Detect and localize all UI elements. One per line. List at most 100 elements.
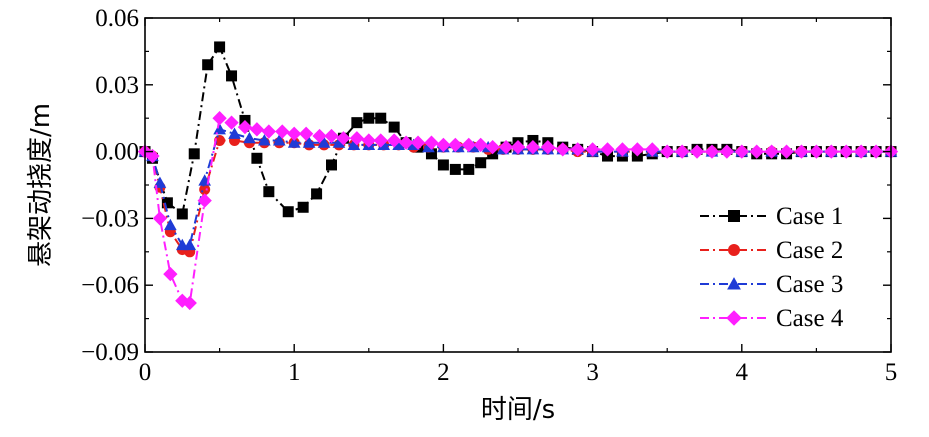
- data-point: [398, 135, 414, 150]
- data-point: [298, 126, 314, 141]
- data-point: [311, 188, 323, 200]
- data-point: [475, 157, 487, 169]
- data-point: [213, 123, 226, 135]
- data-point: [392, 138, 405, 150]
- data-point: [153, 176, 167, 188]
- data-point: [226, 70, 238, 82]
- data-point: [749, 144, 764, 159]
- data-point: [332, 136, 346, 148]
- data-point: [424, 135, 439, 150]
- data-point: [839, 144, 854, 159]
- data-point: [197, 193, 212, 208]
- data-point: [630, 142, 645, 157]
- data-point: [249, 122, 265, 137]
- data-point: [152, 211, 168, 226]
- data-point: [351, 117, 363, 129]
- data-point: [251, 152, 263, 164]
- series-4: [137, 111, 899, 311]
- data-point: [498, 139, 514, 155]
- x-tick-label: 5: [885, 359, 898, 386]
- data-point: [317, 136, 331, 148]
- legend-entry: Case 4: [700, 305, 844, 332]
- data-point: [425, 148, 437, 160]
- data-point: [585, 142, 600, 157]
- data-point: [228, 127, 241, 139]
- x-axis-label: 时间/s: [481, 395, 555, 425]
- data-point: [237, 119, 253, 135]
- data-point: [704, 144, 720, 159]
- data-point: [224, 115, 239, 130]
- data-point: [349, 131, 365, 146]
- legend-label: Case 3: [776, 271, 843, 298]
- data-point: [161, 197, 173, 209]
- marks-layer: [137, 41, 899, 311]
- data-point: [212, 111, 227, 126]
- data-point: [373, 133, 388, 148]
- data-point: [540, 139, 555, 155]
- y-tick-label: −0.09: [81, 339, 139, 366]
- data-point: [145, 148, 160, 164]
- x-tick-label: 4: [736, 359, 749, 386]
- data-point: [214, 134, 226, 146]
- data-point: [336, 131, 351, 146]
- x-tick-label: 0: [139, 359, 152, 386]
- legend-marker: [728, 244, 740, 256]
- data-point: [473, 137, 488, 153]
- data-point: [719, 144, 735, 159]
- legend-entry: Case 2: [700, 237, 843, 264]
- data-point: [645, 142, 660, 157]
- data-point: [188, 148, 200, 160]
- legend-label: Case 4: [776, 305, 844, 332]
- data-point: [297, 201, 309, 213]
- y-tick-label: 0.00: [95, 139, 139, 166]
- data-point: [261, 124, 276, 139]
- data-point: [437, 159, 449, 171]
- data-point: [363, 112, 375, 124]
- data-point: [570, 142, 585, 157]
- data-point: [779, 144, 794, 159]
- data-point: [689, 144, 705, 159]
- data-point: [436, 137, 451, 153]
- data-point: [183, 238, 197, 251]
- y-axis-label: 悬架动挠度/m: [26, 103, 56, 267]
- data-point: [243, 131, 256, 144]
- data-point: [674, 144, 690, 159]
- x-tick-label: 1: [288, 359, 301, 386]
- data-point: [600, 142, 615, 157]
- data-point: [324, 128, 339, 144]
- data-point: [809, 144, 824, 159]
- legend-entry: Case 3: [700, 271, 843, 298]
- data-point: [302, 136, 316, 148]
- x-tick-label: 2: [437, 359, 450, 386]
- data-point: [202, 59, 214, 71]
- y-tick-label: −0.06: [81, 272, 139, 299]
- data-point: [660, 144, 675, 159]
- legend-label: Case 1: [776, 203, 843, 230]
- data-point: [868, 144, 884, 159]
- ticks-layer: 0 1 2 3 4 5 0.06 0.03 0.00 −0.03 −0.06 −0.09: [81, 5, 897, 386]
- data-point: [485, 139, 500, 155]
- legend-marker: [726, 310, 742, 326]
- data-point: [275, 124, 290, 139]
- data-point: [182, 295, 197, 311]
- y-tick-label: 0.03: [95, 72, 139, 99]
- x-tick-label: 3: [586, 359, 599, 386]
- data-point: [326, 159, 337, 171]
- data-point: [449, 163, 461, 175]
- data-point: [287, 136, 301, 148]
- data-point: [258, 134, 271, 146]
- legend-entry: Case 1: [700, 203, 843, 230]
- y-tick-label: −0.03: [81, 205, 139, 232]
- data-point: [615, 142, 630, 157]
- data-point: [555, 142, 570, 157]
- data-point: [163, 266, 178, 282]
- data-point: [312, 128, 327, 144]
- data-point: [375, 112, 387, 124]
- data-point: [410, 135, 426, 150]
- legend-marker: [728, 210, 740, 222]
- data-point: [272, 134, 286, 146]
- plot-frame: [144, 17, 892, 353]
- legend-label: Case 2: [776, 237, 843, 264]
- data-point: [263, 186, 275, 198]
